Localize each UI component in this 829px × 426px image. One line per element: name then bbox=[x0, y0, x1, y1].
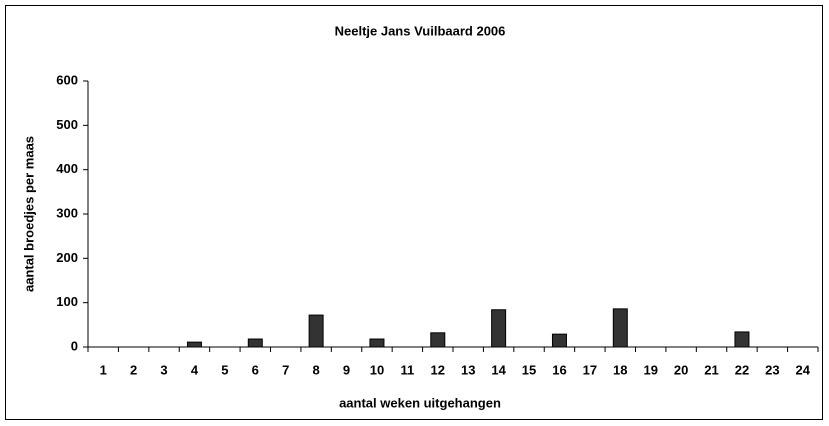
x-tick-label: 18 bbox=[613, 362, 627, 377]
x-tick-label: 20 bbox=[674, 362, 688, 377]
x-tick-label: 12 bbox=[431, 362, 445, 377]
x-tick-label: 22 bbox=[735, 362, 749, 377]
bar bbox=[491, 309, 507, 348]
bar bbox=[734, 331, 750, 348]
bar bbox=[430, 332, 446, 348]
bar bbox=[308, 314, 324, 348]
x-tick-label: 14 bbox=[491, 362, 506, 377]
x-tick-label: 8 bbox=[313, 362, 320, 377]
bar bbox=[551, 333, 567, 348]
y-tick-label: 600 bbox=[56, 72, 78, 87]
x-tick-label: 15 bbox=[522, 362, 536, 377]
x-tick-label: 3 bbox=[160, 362, 167, 377]
x-tick-label: 5 bbox=[221, 362, 228, 377]
y-tick-label: 400 bbox=[56, 161, 78, 176]
x-tick-label: 19 bbox=[643, 362, 657, 377]
x-tick-label: 4 bbox=[191, 362, 199, 377]
x-tick-label: 17 bbox=[583, 362, 597, 377]
y-tick-label: 300 bbox=[56, 205, 78, 220]
x-tick-label: 24 bbox=[796, 362, 811, 377]
x-tick-label: 7 bbox=[282, 362, 289, 377]
x-axis-title: aantal weken uitgehangen bbox=[339, 395, 501, 410]
bar bbox=[247, 338, 263, 348]
x-tick-label: 21 bbox=[704, 362, 718, 377]
bar bbox=[369, 338, 385, 348]
y-tick-label: 200 bbox=[56, 250, 78, 265]
x-tick-label: 10 bbox=[370, 362, 384, 377]
x-tick-label: 16 bbox=[552, 362, 566, 377]
x-tick-label: 9 bbox=[343, 362, 350, 377]
x-tick-label: 11 bbox=[401, 362, 415, 377]
chart-title: Neeltje Jans Vuilbaard 2006 bbox=[335, 23, 506, 38]
x-tick-label: 2 bbox=[130, 362, 137, 377]
y-axis-title: aantal broedjes per maas bbox=[21, 136, 36, 292]
y-tick-label: 500 bbox=[56, 117, 78, 132]
x-tick-label: 6 bbox=[252, 362, 259, 377]
bar bbox=[186, 341, 202, 348]
y-tick-label: 100 bbox=[56, 294, 78, 309]
chart-border bbox=[5, 5, 823, 420]
x-tick-label: 1 bbox=[100, 362, 107, 377]
x-tick-label: 23 bbox=[765, 362, 779, 377]
bar bbox=[612, 308, 628, 348]
x-tick-label: 13 bbox=[461, 362, 475, 377]
y-tick-label: 0 bbox=[71, 338, 78, 353]
